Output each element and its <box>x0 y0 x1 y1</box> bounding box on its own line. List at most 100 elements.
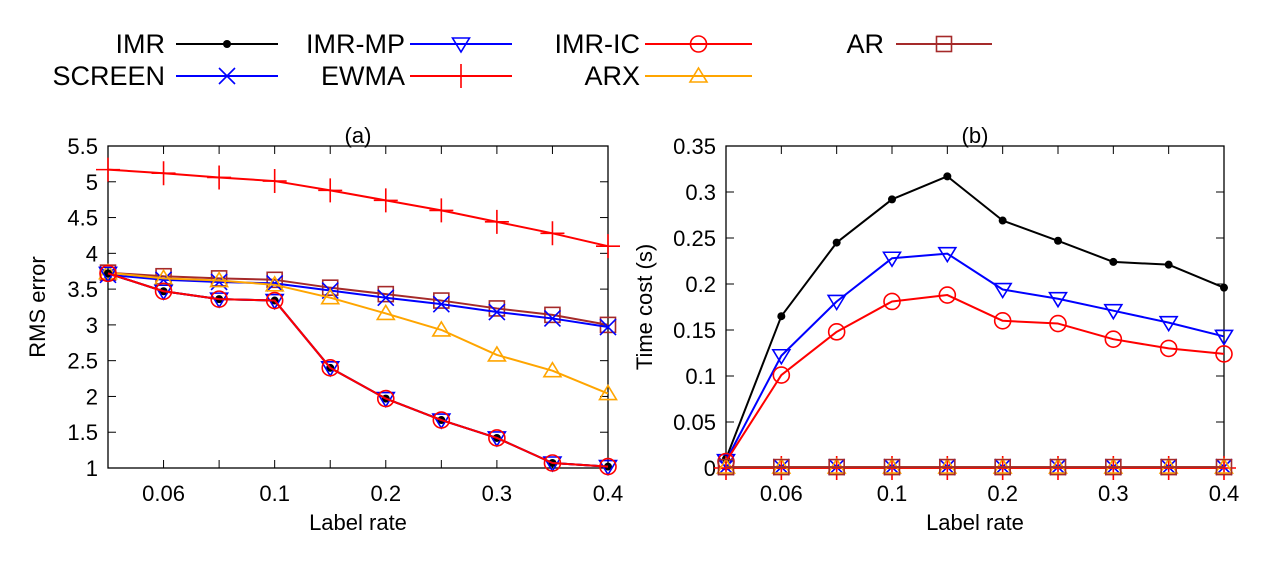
x-tick-label: 0.4 <box>593 481 624 506</box>
legend-entry-ewma: EWMA <box>321 61 512 91</box>
data-point-ar <box>1049 458 1067 476</box>
legend-marker <box>223 40 231 48</box>
series-imr_mp <box>98 266 618 477</box>
data-point-arx <box>431 320 452 337</box>
data-point-imr_mp <box>716 453 736 471</box>
data-point-imr_ic <box>1159 339 1178 358</box>
data-point-arx <box>486 345 507 362</box>
data-point-ar <box>544 306 561 324</box>
data-point-imr <box>1164 260 1173 269</box>
data-point-ar <box>1105 458 1122 476</box>
legend-label: EWMA <box>321 61 405 91</box>
series-ewma <box>96 157 620 259</box>
data-point-imr_mp <box>264 293 285 311</box>
data-point-ar <box>266 271 283 289</box>
data-point-imr_ic <box>210 290 228 308</box>
data-point-imr <box>777 312 786 321</box>
data-point-imr_mp <box>826 294 847 312</box>
data-point-ewma <box>484 209 509 234</box>
data-point-ar <box>1215 458 1233 476</box>
y-tick-label: 0.3 <box>685 180 716 205</box>
data-point-imr_ic <box>1049 314 1067 333</box>
data-point-imr_mp <box>320 361 341 378</box>
legend-entry-imr_ic: IMR-IC <box>555 29 752 59</box>
data-point-ewma <box>151 161 176 186</box>
y-tick-label: 0.05 <box>673 410 716 435</box>
series-line-imr_ic <box>725 294 1225 463</box>
data-point-ar <box>883 458 901 476</box>
chart-time-cost: 0 0.05 0.1 0.15 0.2 0.25 0.3 0.35 0.06 0.1 0.2 0.3 0… <box>632 123 1239 535</box>
y-tick-label: 4 <box>86 241 98 266</box>
data-point-imr_ic <box>883 292 901 311</box>
series-imr <box>722 172 1228 463</box>
data-point-screen <box>488 303 506 321</box>
data-point-ar <box>717 458 735 476</box>
x-tick-label: 0.4 <box>1209 481 1240 506</box>
data-point-screen <box>266 274 284 292</box>
y-axis-label: RMS error <box>25 256 50 357</box>
series-line-ewma <box>107 168 609 248</box>
data-point-ar <box>433 292 450 309</box>
legend-label: AR <box>846 29 884 59</box>
data-point-imr <box>1054 236 1062 245</box>
data-point-imr_mp <box>937 246 958 264</box>
legend-entry-imr_mp: IMR-MP <box>306 29 512 59</box>
data-point-ewma <box>373 188 398 213</box>
data-point-arx <box>375 303 396 321</box>
series-line-imr_mp <box>107 272 609 468</box>
y-tick-label: 0 <box>704 456 716 481</box>
data-point-imr_mp <box>1158 315 1179 333</box>
legend-label: IMR-MP <box>306 29 405 59</box>
legend-marker <box>935 35 953 53</box>
y-tick-label: 1.5 <box>67 420 98 445</box>
y-axis-label: Time cost (s) <box>632 244 657 370</box>
data-point-imr <box>1109 257 1118 266</box>
data-point-imr_ic <box>938 286 957 304</box>
data-point-imr_mp <box>882 251 902 268</box>
data-point-imr_ic <box>265 291 284 310</box>
data-point-imr_mp <box>771 348 792 366</box>
data-point-imr_ic <box>321 359 340 377</box>
legend-entry-imr: IMR <box>116 29 278 59</box>
data-point-ar <box>377 285 395 303</box>
y-tick-label: 5 <box>86 170 98 195</box>
data-point-imr_mp <box>598 459 618 477</box>
chart-rms-error: 1 1.5 2 2.5 3 3.5 4 4.5 5 5.5 0.06 0.1 0.2 0.3 0.4 (a) L… <box>25 123 623 535</box>
series-line-imr_ic <box>107 272 609 468</box>
series-arx <box>98 263 618 401</box>
legend-entry-ar: AR <box>846 29 992 59</box>
x-tick-label: 0.06 <box>142 481 185 506</box>
y-tick-label: 3 <box>86 313 98 338</box>
y-tick-label: 0.15 <box>673 318 716 343</box>
data-point-screen <box>599 318 617 336</box>
data-point-ar <box>1160 458 1177 476</box>
series-imr_ic <box>99 264 617 476</box>
data-point-arx <box>320 288 341 305</box>
legend-entry-screen: SCREEN <box>52 61 278 91</box>
data-point-imr_ic <box>543 454 562 472</box>
x-tick-label: 0.06 <box>760 481 803 506</box>
data-point-arx <box>264 275 285 292</box>
legend-entry-arx: ARX <box>584 61 752 91</box>
data-point-screen <box>432 295 450 313</box>
x-tick-label: 0.3 <box>482 481 513 506</box>
data-point-ar <box>321 279 339 296</box>
data-point-ewma <box>596 234 620 259</box>
y-tick-label: 2.5 <box>67 349 98 374</box>
series-imr <box>104 269 612 471</box>
series-line-arx <box>107 271 609 395</box>
data-point-imr_ic <box>993 311 1012 330</box>
series-ar <box>99 264 617 334</box>
series-line-imr_mp <box>725 252 1225 462</box>
data-point-ewma <box>318 178 343 203</box>
data-point-imr_ic <box>488 429 506 447</box>
y-tick-label: 5.5 <box>67 134 98 159</box>
data-point-imr_mp <box>1103 303 1124 321</box>
x-tick-label: 0.1 <box>877 481 908 506</box>
series-ar <box>717 458 1233 476</box>
data-point-imr_ic <box>599 457 617 476</box>
series-line-screen <box>107 273 609 329</box>
data-point-imr_ic <box>99 264 117 283</box>
data-point-imr <box>1220 283 1228 292</box>
x-tick-label: 0.2 <box>370 481 401 506</box>
